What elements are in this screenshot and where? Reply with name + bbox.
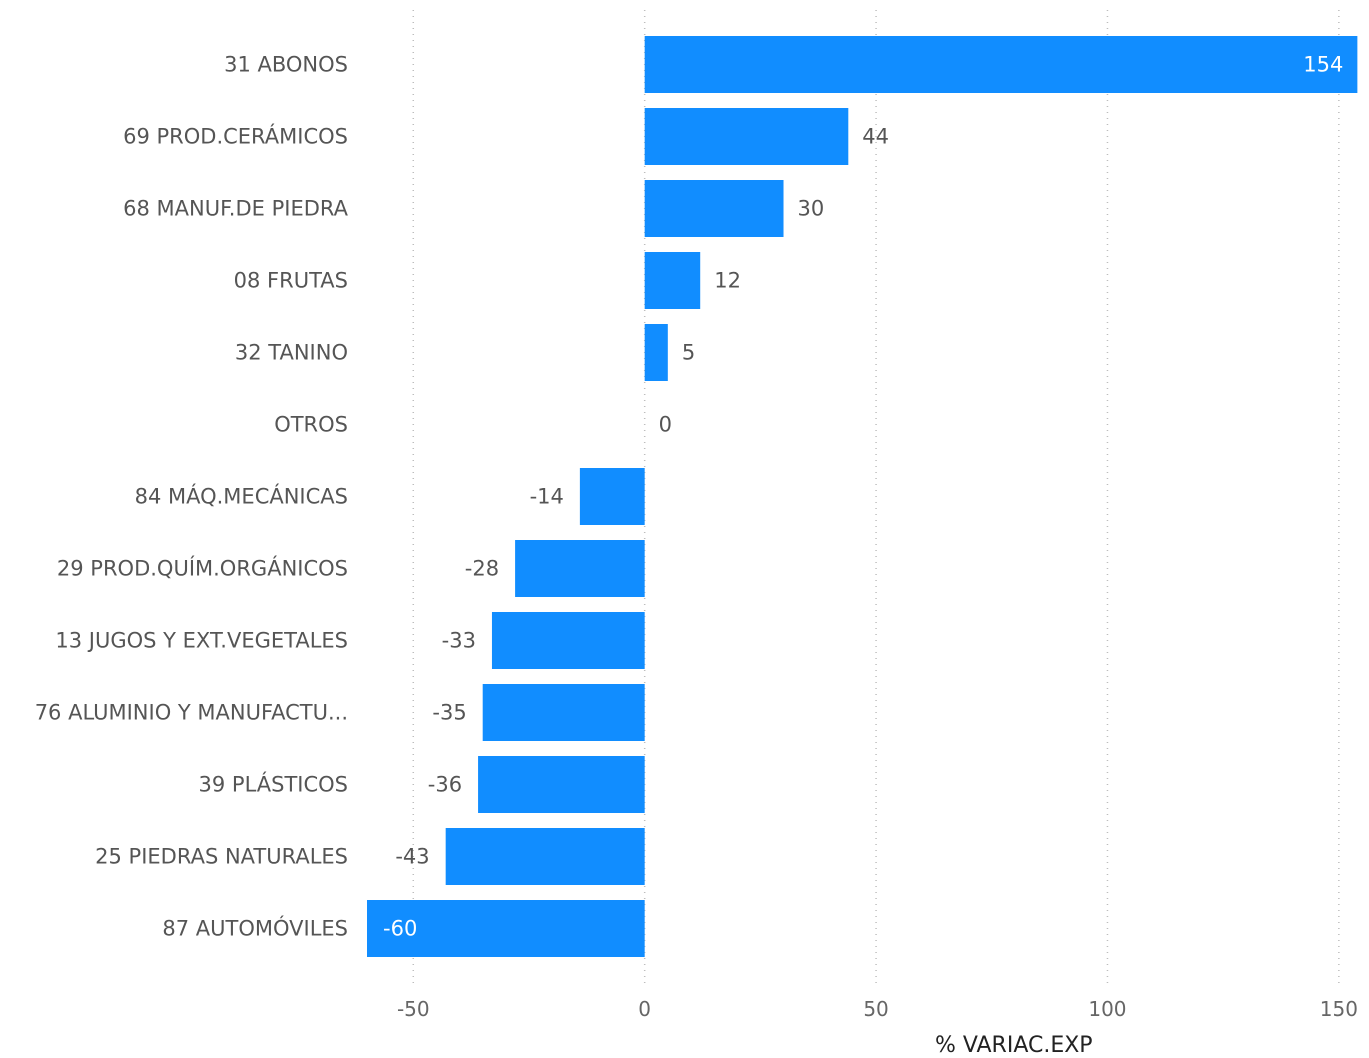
bar <box>515 540 645 597</box>
data-label: -60 <box>383 917 417 941</box>
data-label: -36 <box>428 773 462 797</box>
x-tick-label: 100 <box>1088 997 1126 1021</box>
gridlines <box>412 10 1340 985</box>
bar <box>644 108 849 165</box>
category-label: 31 ABONOS <box>224 53 348 77</box>
bar <box>367 900 645 957</box>
data-label: 0 <box>659 413 672 437</box>
bar <box>445 828 645 885</box>
x-axis-title: % VARIAC.EXP <box>935 1033 1093 1058</box>
category-label: 13 JUGOS Y EXT.VEGETALES <box>55 629 348 653</box>
x-tick-label: -50 <box>397 997 430 1021</box>
data-label: -28 <box>465 557 499 581</box>
category-label: 32 TANINO <box>235 341 348 365</box>
x-tick-label: 150 <box>1320 997 1358 1021</box>
data-label: -14 <box>530 485 564 509</box>
bar <box>491 612 645 669</box>
category-labels: 31 ABONOS 69 PROD.CERÁMICOS 68 MANUF.DE PI… <box>35 53 349 941</box>
bar <box>478 756 645 813</box>
bar <box>579 468 645 525</box>
data-label: 5 <box>682 341 695 365</box>
data-label: 154 <box>1303 53 1343 77</box>
data-labels: 154 44 30 12 5 0 -14 -28 -33 -35 -36 -43 -60 <box>383 53 1343 941</box>
category-label: 08 FRUTAS <box>234 269 348 293</box>
category-label: 25 PIEDRAS NATURALES <box>95 845 348 869</box>
x-tick-label: 50 <box>863 997 888 1021</box>
data-label: -43 <box>395 845 429 869</box>
category-label: 84 MÁQ.MECÁNICAS <box>135 484 348 509</box>
data-label: -35 <box>432 701 466 725</box>
bar <box>644 324 668 381</box>
category-label: 87 AUTOMÓVILES <box>162 916 348 941</box>
bar <box>644 36 1358 93</box>
data-label: 30 <box>798 197 825 221</box>
bar <box>644 180 784 237</box>
category-label: 39 PLÁSTICOS <box>199 772 348 797</box>
category-label: 29 PROD.QUÍM.ORGÁNICOS <box>57 556 348 581</box>
x-tick-label: 0 <box>638 997 651 1021</box>
category-label: OTROS <box>274 413 348 437</box>
bar <box>644 252 701 309</box>
data-label: 44 <box>862 125 889 149</box>
data-label: 12 <box>714 269 741 293</box>
category-label: 76 ALUMINIO Y MANUFACTU... <box>35 701 348 725</box>
bar <box>482 684 645 741</box>
x-axis-ticks: -50 0 50 100 150 <box>397 997 1358 1021</box>
category-label: 68 MANUF.DE PIEDRA <box>123 197 348 221</box>
bars <box>367 36 1358 957</box>
data-label: -33 <box>442 629 476 653</box>
category-label: 69 PROD.CERÁMICOS <box>123 124 348 149</box>
